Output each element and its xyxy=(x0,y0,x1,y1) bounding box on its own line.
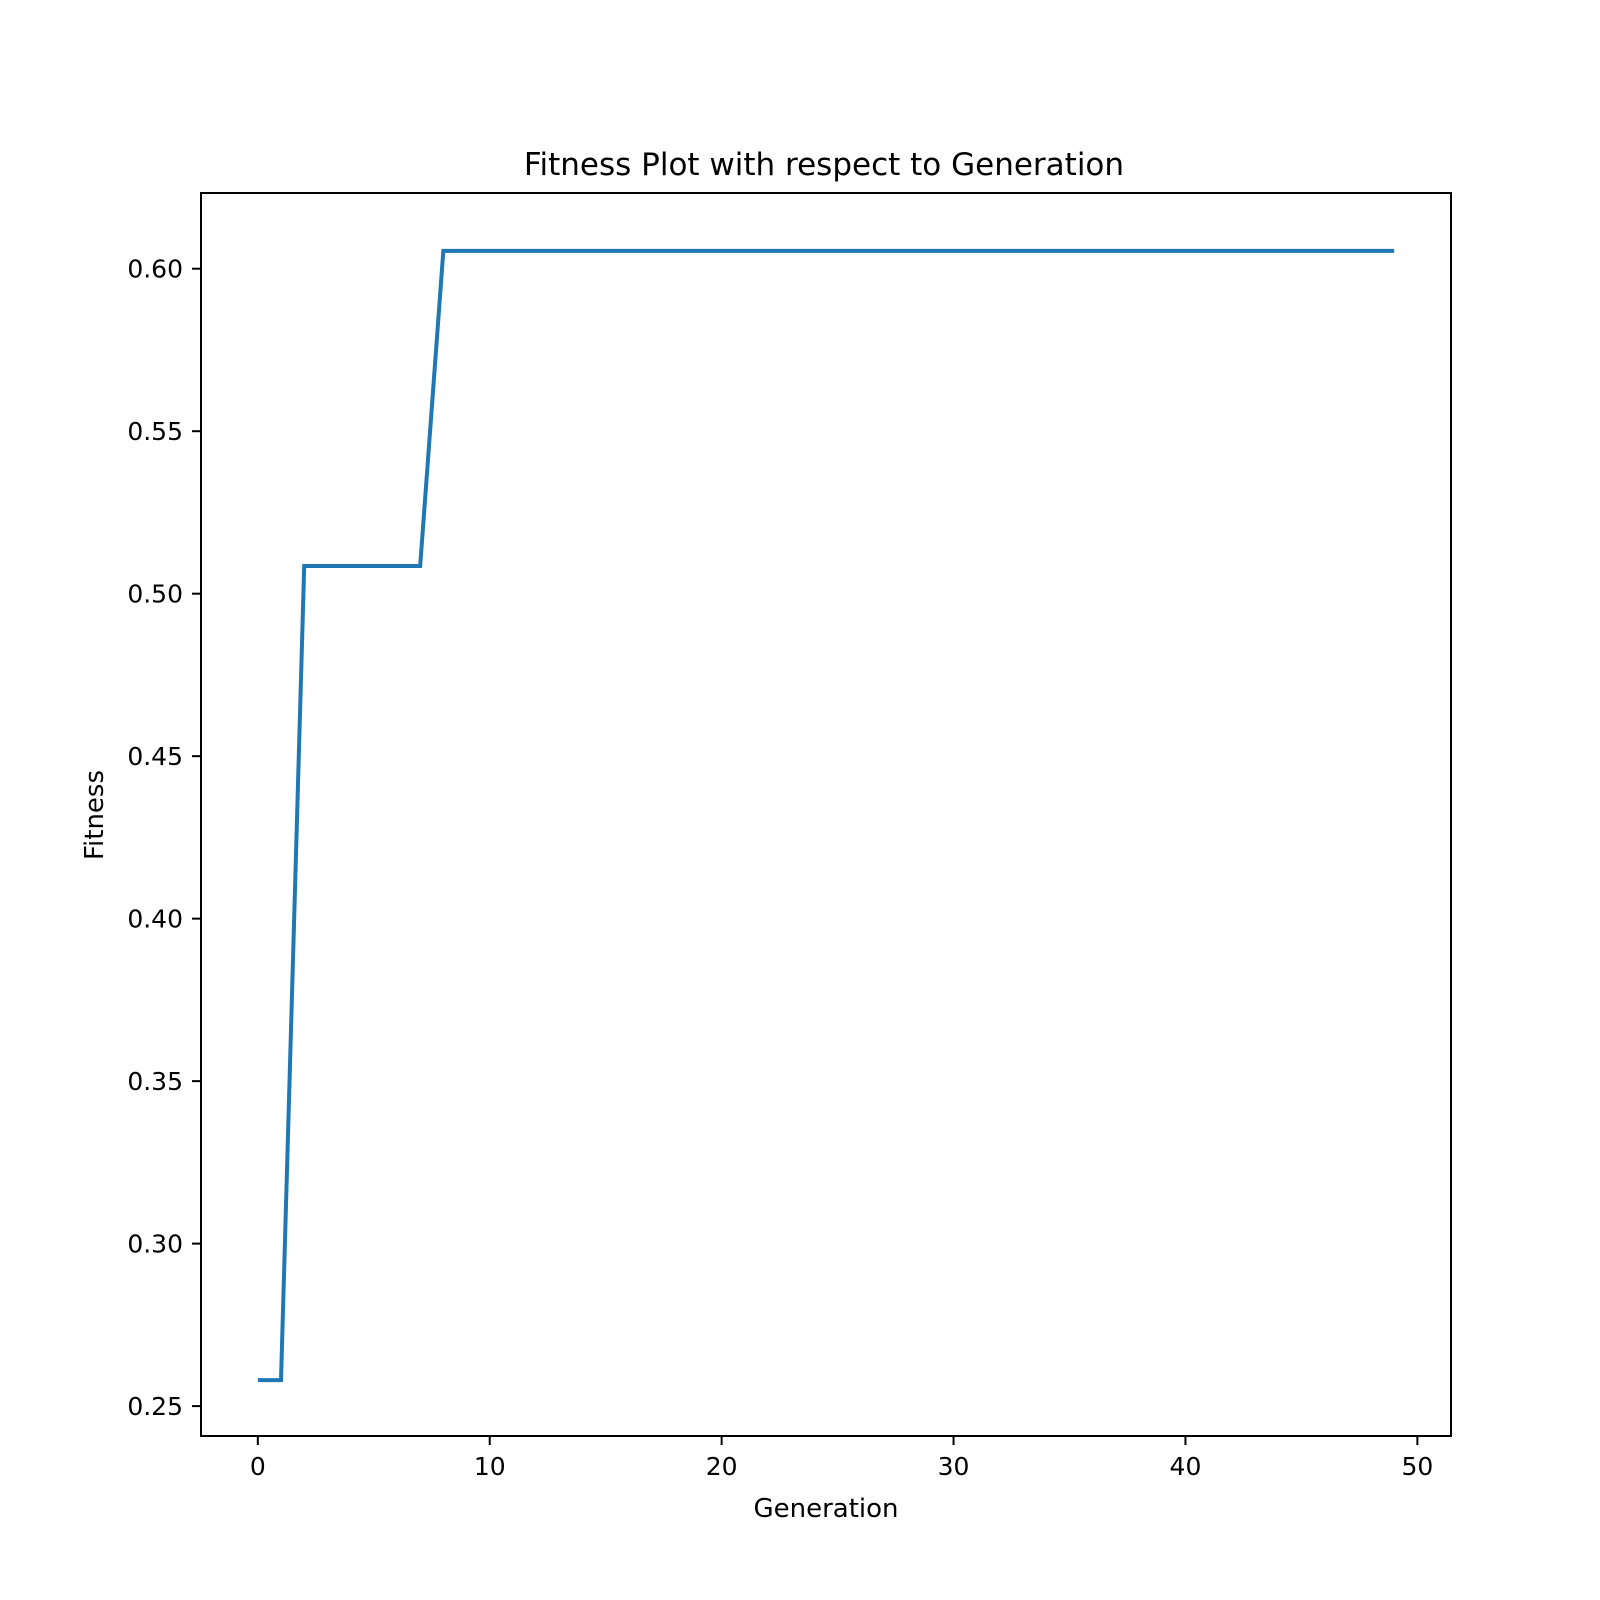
x-tick-label: 10 xyxy=(474,1452,506,1481)
plot-frame xyxy=(200,192,1452,1437)
y-tick-label: 0.60 xyxy=(127,255,183,284)
x-axis: 0 10 20 30 40 50 xyxy=(250,1436,1433,1481)
x-tick-label: 0 xyxy=(250,1452,266,1481)
y-axis: 0.25 0.30 0.35 0.40 0.45 0.50 0.55 0.60 xyxy=(127,255,201,1421)
series-layer xyxy=(257,248,1395,1383)
y-tick-label: 0.30 xyxy=(127,1230,183,1259)
y-tick-label: 0.55 xyxy=(127,417,183,446)
x-tick-label: 50 xyxy=(1401,1452,1433,1481)
y-tick-label: 0.25 xyxy=(127,1392,183,1421)
y-tick-label: 0.45 xyxy=(127,742,183,771)
x-axis-label: Generation xyxy=(753,1494,898,1524)
y-tick-label: 0.35 xyxy=(127,1067,183,1096)
x-tick-label: 20 xyxy=(706,1452,738,1481)
series-line xyxy=(257,248,1395,1383)
x-tick-label: 30 xyxy=(938,1452,970,1481)
x-tick-label: 40 xyxy=(1170,1452,1202,1481)
y-tick-label: 0.40 xyxy=(127,905,183,934)
y-tick-label: 0.50 xyxy=(127,580,183,609)
y-axis-label: Fitness xyxy=(80,770,110,860)
chart-title: Fitness Plot with respect to Generation xyxy=(524,147,1124,183)
